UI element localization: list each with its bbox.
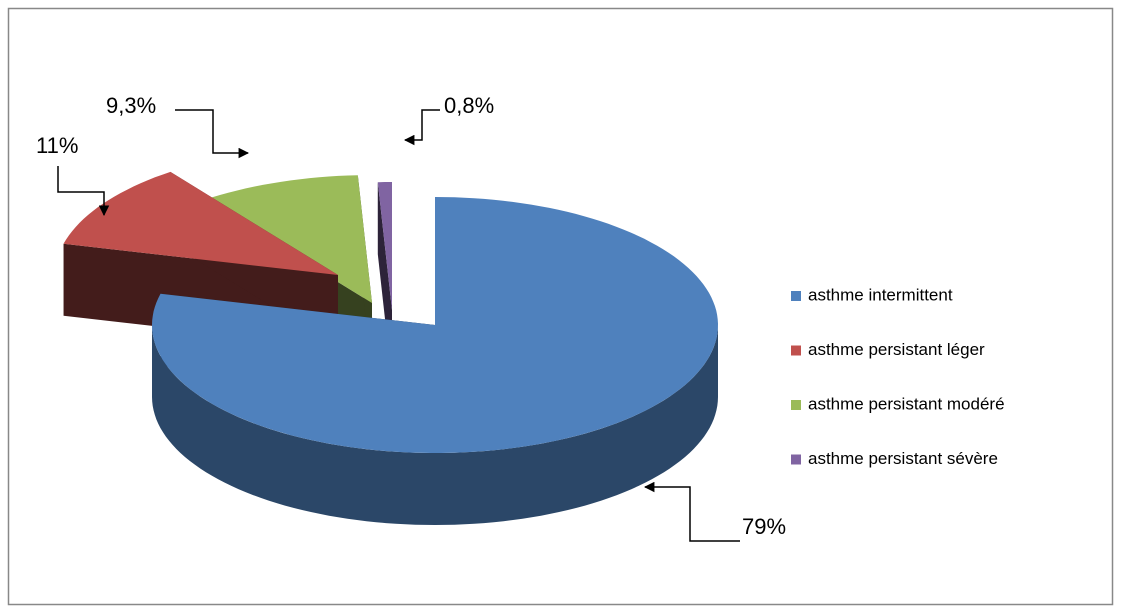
legend-label: asthme persistant sévère [808, 449, 998, 468]
data-label: 0,8% [444, 93, 494, 118]
callout-line [643, 481, 740, 542]
legend-swatch [791, 454, 801, 465]
slice [63, 171, 338, 275]
legend-label: asthme persistant léger [808, 340, 985, 359]
legend-swatch [791, 345, 801, 356]
data-label: 9,3% [106, 93, 156, 118]
slice [377, 182, 392, 310]
pie [63, 171, 718, 525]
slice [152, 197, 718, 453]
legend-swatch [791, 291, 801, 301]
legend-swatch [791, 400, 801, 410]
legend-label: asthme persistant modéré [808, 394, 1005, 413]
callout-line [57, 166, 110, 217]
data-label: 11% [36, 133, 78, 158]
callout-line [403, 109, 440, 146]
legend-label: asthme intermittent [808, 285, 953, 304]
slice-side [152, 325, 718, 525]
callouts [57, 109, 740, 542]
callout-line [175, 109, 250, 159]
data-label: 79% [742, 514, 786, 539]
legend: asthme intermittent asthme persistant lég… [791, 285, 1005, 468]
